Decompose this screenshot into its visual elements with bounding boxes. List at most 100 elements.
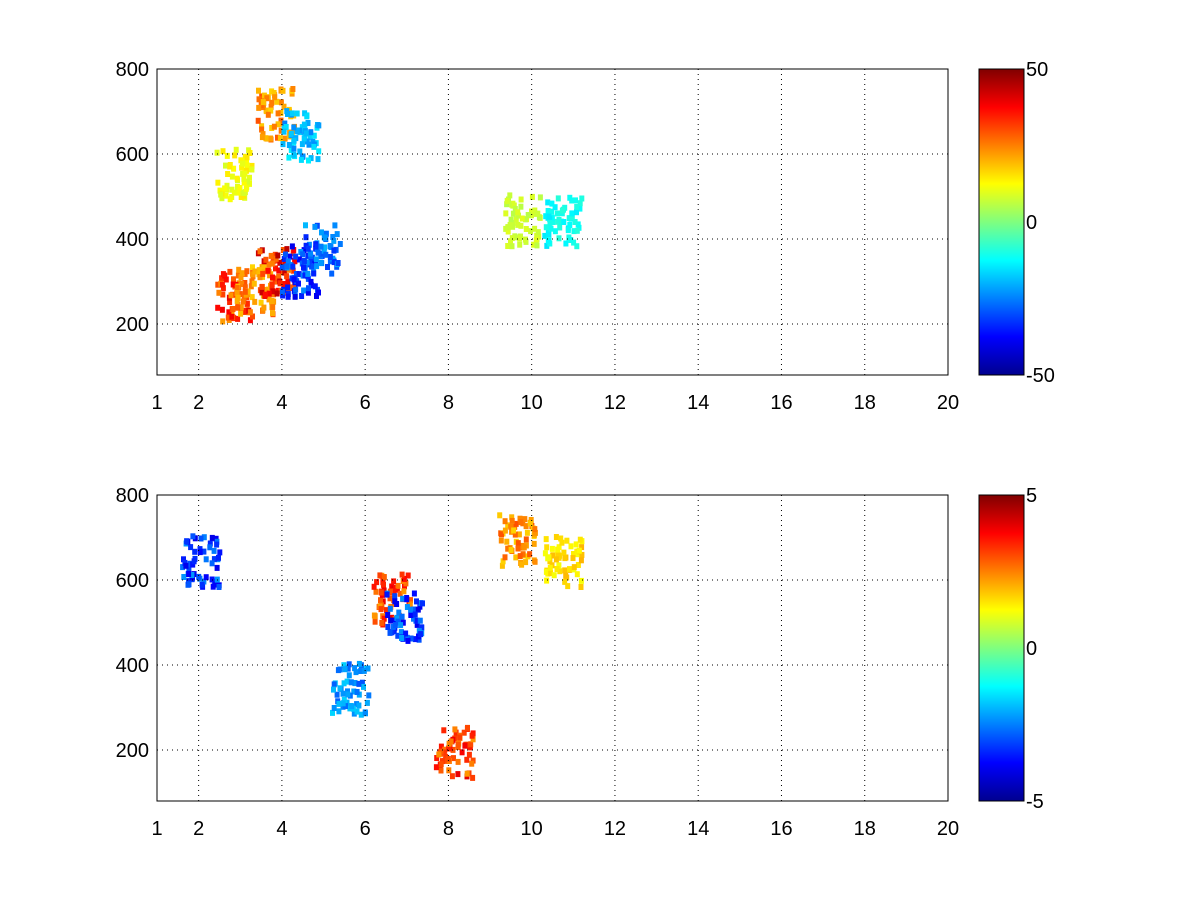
heatmap-cell-top xyxy=(266,296,272,303)
x-tick-label-top: 4 xyxy=(276,392,287,414)
heatmap-cell-top xyxy=(249,294,255,301)
heatmap-cell-top xyxy=(327,243,333,249)
heatmap-cell-top xyxy=(569,214,575,220)
heatmap-cell-bottom xyxy=(184,538,190,545)
heatmap-cell-top xyxy=(318,259,324,266)
heatmap-cell-bottom xyxy=(551,572,557,579)
heatmap-cell-top xyxy=(248,283,254,290)
heatmap-cell-top xyxy=(323,230,329,237)
heatmap-cell-top xyxy=(265,286,271,293)
heatmap-cell-top xyxy=(330,234,336,240)
heatmap-cell-bottom xyxy=(346,672,352,679)
heatmap-cell-top xyxy=(545,199,551,206)
heatmap-cell-top xyxy=(241,175,247,182)
heatmap-cell-bottom xyxy=(398,622,404,629)
heatmap-cell-bottom xyxy=(199,581,205,588)
heatmap-cell-bottom xyxy=(561,549,567,556)
heatmap-cell-top xyxy=(257,248,263,255)
heatmap-cell-bottom xyxy=(335,667,341,674)
heatmap-cell-top xyxy=(227,163,233,170)
heatmap-cell-bottom xyxy=(196,573,202,580)
heatmap-cell-top xyxy=(244,162,250,169)
x-tick-label-bottom: 14 xyxy=(687,818,709,840)
heatmap-cell-top xyxy=(292,258,298,265)
heatmap-cell-bottom xyxy=(387,629,393,636)
heatmap-cell-top xyxy=(242,170,248,177)
heatmap-cell-top xyxy=(285,278,291,285)
heatmap-cell-bottom xyxy=(415,606,421,613)
heatmap-cell-bottom xyxy=(353,669,359,676)
heatmap-cells-top xyxy=(214,86,585,325)
heatmap-cell-bottom xyxy=(414,598,419,605)
heatmap-cell-bottom xyxy=(544,577,550,584)
heatmap-cell-top xyxy=(303,222,308,229)
heatmap-cell-bottom xyxy=(520,551,526,558)
x-tick-label-bottom: 4 xyxy=(276,818,287,840)
heatmap-cell-bottom xyxy=(396,609,402,616)
heatmap-cell-top xyxy=(247,317,253,324)
heatmap-cell-top xyxy=(229,310,235,317)
heatmap-cell-bottom xyxy=(438,767,444,774)
heatmap-cell-bottom xyxy=(455,741,461,748)
heatmap-cell-bottom xyxy=(509,517,515,524)
heatmap-cell-bottom xyxy=(342,666,348,673)
heatmap-cell-top xyxy=(252,268,258,275)
heatmap-cell-bottom xyxy=(401,588,407,595)
heatmap-cell-top xyxy=(231,276,236,283)
heatmap-cell-top xyxy=(225,171,231,177)
heatmap-cell-bottom xyxy=(362,709,368,716)
heatmap-cell-top xyxy=(268,252,274,259)
heatmap-cell-top xyxy=(567,222,573,228)
heatmap-cell-top xyxy=(218,191,224,198)
heatmap-cell-bottom xyxy=(361,683,366,690)
heatmap-cell-bottom xyxy=(344,699,350,706)
heatmap-cell-top xyxy=(305,245,311,252)
heatmap-cell-bottom xyxy=(207,540,213,547)
colorbar-ticks-top: -50 0 50 xyxy=(1026,59,1055,387)
heatmap-cell-top xyxy=(251,280,257,287)
heatmap-cell-bottom xyxy=(188,544,194,551)
heatmap-cell-bottom xyxy=(521,544,527,551)
heatmap-cell-bottom xyxy=(504,538,510,545)
heatmap-cell-top xyxy=(518,196,524,203)
colorbar-ticks-bottom: -5 0 5 xyxy=(1026,485,1044,813)
colorbar-tick-label-bottom: -5 xyxy=(1026,791,1044,813)
heatmap-cell-top xyxy=(283,124,289,130)
heatmap-cell-top xyxy=(314,293,319,299)
heatmap-cell-bottom xyxy=(515,540,521,547)
heatmap-cell-top xyxy=(272,275,278,282)
x-tick-label-top: 14 xyxy=(687,392,709,414)
heatmap-cell-top xyxy=(275,252,281,259)
heatmap-cell-bottom xyxy=(216,584,222,590)
x-tick-label-top: 1 xyxy=(151,392,162,414)
heatmap-cell-bottom xyxy=(395,618,401,625)
heatmap-cell-top xyxy=(223,162,228,169)
heatmap-cell-top xyxy=(508,216,514,223)
heatmap-cell-bottom xyxy=(556,554,562,561)
x-tick-label-bottom: 2 xyxy=(193,818,204,840)
y-tick-label-top: 600 xyxy=(116,144,149,166)
heatmap-cell-top xyxy=(299,293,305,299)
heatmap-cell-top xyxy=(301,135,307,142)
heatmap-cell-bottom xyxy=(385,624,391,630)
heatmap-cell-top xyxy=(279,288,285,295)
heatmap-cell-top xyxy=(271,90,277,96)
heatmap-cell-top xyxy=(215,281,221,288)
heatmap-cell-bottom xyxy=(550,552,556,559)
heatmap-cell-top xyxy=(565,227,571,234)
heatmap-cell-bottom xyxy=(516,531,522,538)
heatmap-cell-top xyxy=(238,274,244,281)
heatmap-cell-top xyxy=(536,214,542,221)
heatmap-cell-top xyxy=(289,110,295,117)
heatmap-cell-bottom xyxy=(399,635,405,641)
heatmap-cell-top xyxy=(296,271,302,278)
heatmap-cell-top xyxy=(263,107,269,114)
heatmap-cell-top xyxy=(301,258,307,264)
heatmap-cell-bottom xyxy=(183,562,189,569)
heatmap-cell-top xyxy=(312,283,318,290)
heatmap-cell-top xyxy=(270,304,276,311)
heatmap-cell-top xyxy=(523,226,529,232)
heatmap-cell-top xyxy=(256,267,262,274)
heatmap-cell-bottom xyxy=(403,580,409,587)
heatmap-cell-bottom xyxy=(522,516,528,523)
